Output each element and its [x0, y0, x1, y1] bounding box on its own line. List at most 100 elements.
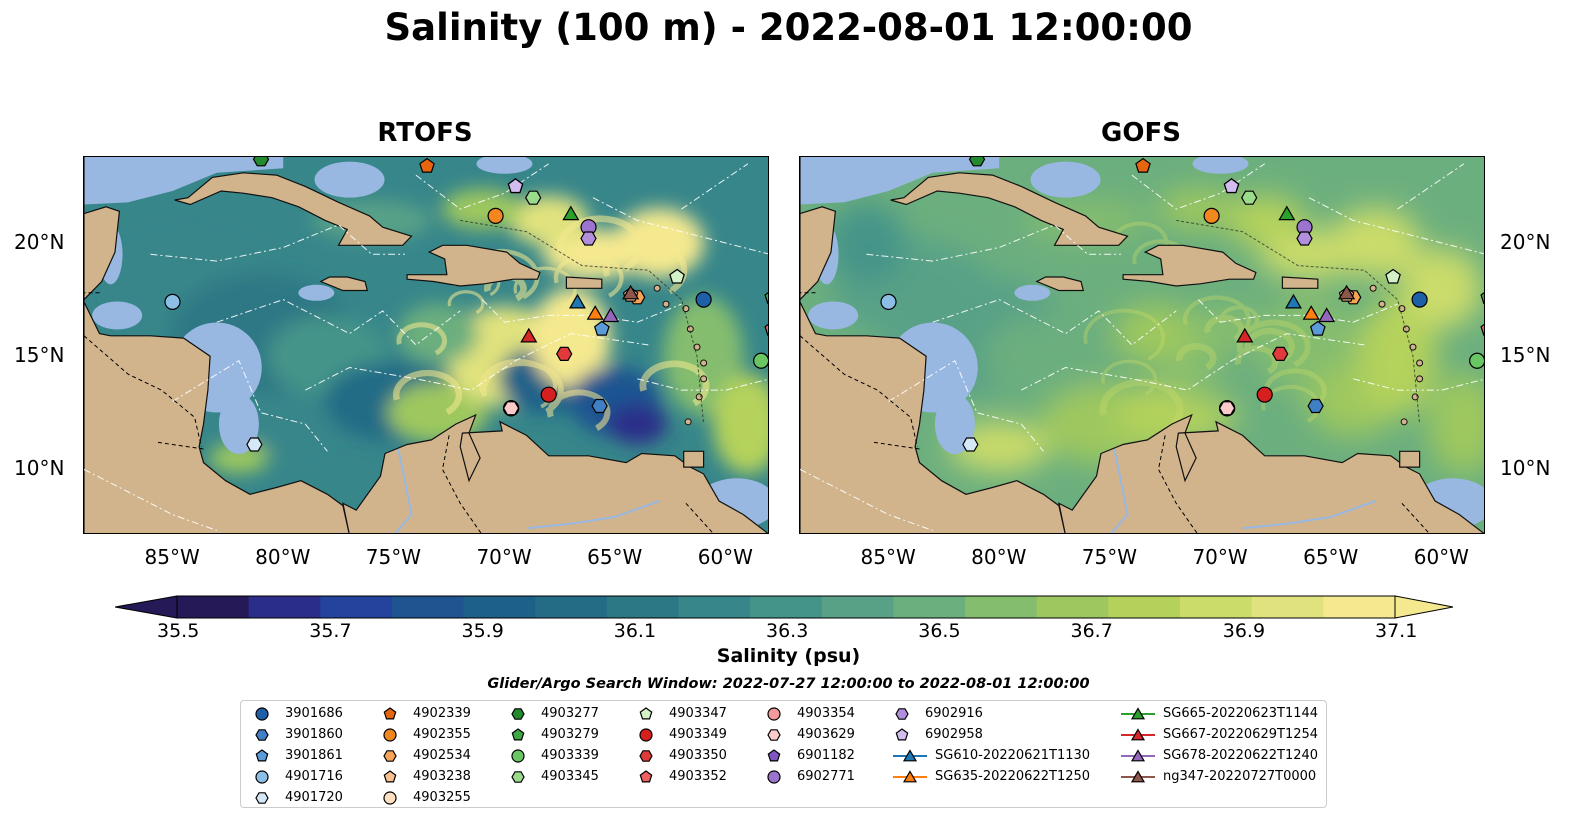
eez-line — [481, 299, 682, 323]
obs-4903345 — [1241, 190, 1258, 205]
shallow-shelf — [808, 301, 859, 330]
legend-label: ng347-20220727T0000 — [1163, 769, 1317, 784]
legend-label: 4903629 — [797, 727, 855, 742]
obs-6902916 — [1296, 231, 1313, 246]
lon-tick-label: 75°W — [365, 545, 422, 569]
island — [700, 375, 708, 383]
panel-title-gofs: GOFS — [1101, 118, 1181, 148]
salinity-blob — [233, 399, 334, 450]
legend-marker — [1130, 707, 1146, 720]
obs-4903277 — [968, 157, 986, 167]
lon-tick-label: 70°W — [476, 545, 532, 569]
legend-marker — [511, 771, 525, 783]
legend-marker — [895, 728, 909, 741]
obs-4901720 — [962, 437, 979, 452]
eez-line — [932, 299, 1177, 346]
obs-3901686 — [695, 291, 712, 308]
land-puerto-rico — [1281, 276, 1319, 289]
obs-3901860 — [1307, 398, 1324, 414]
colorbar-frame — [176, 595, 1396, 619]
land-jamaica — [319, 276, 369, 292]
shallow-shelf — [314, 161, 385, 198]
colorbar-segment — [1251, 596, 1324, 618]
lat-tick-label-right: 10°N — [1500, 456, 1551, 481]
shallow-shelf — [92, 301, 143, 330]
eddy-swirl — [447, 290, 485, 315]
legend-label: 4903347 — [669, 706, 727, 721]
colorbar-tick-label: 36.5 — [918, 620, 961, 642]
eez-line — [150, 224, 405, 262]
obs-sg665-20220623t1144 — [1278, 205, 1296, 221]
colorbar-tick-label: 36.9 — [1222, 620, 1266, 642]
colorbar-label: Salinity (psu) — [716, 645, 861, 667]
obs-4901716 — [880, 293, 897, 310]
obs-6902958 — [1223, 178, 1240, 194]
salinity-blob — [607, 404, 668, 445]
colorbar-tick-label: 36.3 — [766, 620, 809, 642]
legend-marker — [511, 708, 525, 720]
legend-label: 4903279 — [541, 727, 599, 742]
salinity-blob — [442, 189, 523, 230]
rtofs-map[interactable] — [83, 156, 769, 534]
legend-label: SG635-20220622T1250 — [935, 769, 1091, 784]
salinity-blob — [663, 296, 744, 417]
eez-line — [888, 359, 1044, 452]
lat-tick-label-right: 15°N — [1500, 343, 1551, 368]
national-borders — [84, 292, 714, 533]
colorbar-segment — [750, 596, 823, 618]
gofs-map[interactable] — [799, 156, 1485, 534]
land-trinidad — [1399, 450, 1421, 468]
land-cuba — [890, 172, 1129, 246]
panel-title-rtofs: RTOFS — [377, 118, 473, 148]
legend-label: 4902339 — [413, 706, 471, 721]
eddy-swirl — [1083, 308, 1165, 361]
island — [1398, 305, 1406, 313]
obs-4901716 — [164, 293, 181, 310]
legend-label: 4903339 — [541, 748, 599, 763]
salinity-blob — [1114, 303, 1195, 364]
legend-marker — [639, 707, 653, 720]
lat-tick-label-left: 10°N — [14, 456, 65, 481]
legend-label: SG678-20220622T1240 — [1163, 748, 1319, 763]
eez-line — [415, 163, 549, 210]
eez-line — [172, 359, 328, 452]
obs-sg610-20220621t1130 — [1284, 293, 1302, 309]
lon-tick-label: 80°W — [971, 545, 1027, 569]
land-central-america — [84, 157, 350, 533]
land-trinidad — [683, 450, 705, 468]
legend-marker — [383, 728, 397, 742]
legend-marker — [1130, 749, 1146, 762]
lat-tick-label-right: 20°N — [1500, 230, 1551, 254]
colorbar-tick-label: 35.7 — [309, 620, 352, 642]
obs-3901860 — [591, 398, 608, 414]
salinity-colorbar — [115, 595, 1454, 619]
lon-tick-label: 85°W — [144, 545, 200, 569]
salinity-blob — [1224, 195, 1305, 246]
obs-sg665-20220623t1144 — [562, 205, 580, 221]
lat-tick-label-left: 20°N — [14, 230, 65, 254]
eddy-swirl — [1204, 314, 1245, 343]
eez-line — [866, 224, 1121, 262]
obs-6902916 — [580, 231, 597, 246]
island — [1400, 418, 1408, 426]
eez-line — [681, 163, 749, 210]
colorbar-segment — [1323, 596, 1396, 618]
eez-line — [216, 299, 461, 346]
legend-marker — [255, 729, 269, 741]
colorbar-segment — [606, 596, 680, 618]
obs-4903629 — [502, 401, 520, 416]
colorbar-tick-label: 36.1 — [613, 620, 657, 642]
legend-label: 4901720 — [285, 790, 343, 805]
isobath — [460, 219, 705, 425]
obs-4903339 — [1469, 352, 1484, 369]
obs-4903349 — [1256, 386, 1273, 403]
lon-tick-label: 85°W — [860, 545, 916, 569]
legend-label: SG610-20220621T1130 — [935, 748, 1091, 763]
island — [684, 418, 692, 426]
obs-4903349 — [540, 386, 557, 403]
legend-label: 4901716 — [285, 769, 343, 784]
obs-4903347 — [669, 268, 685, 284]
legend-label: 4902355 — [413, 727, 471, 742]
colorbar-segment — [678, 596, 751, 618]
border-line — [1157, 435, 1198, 533]
